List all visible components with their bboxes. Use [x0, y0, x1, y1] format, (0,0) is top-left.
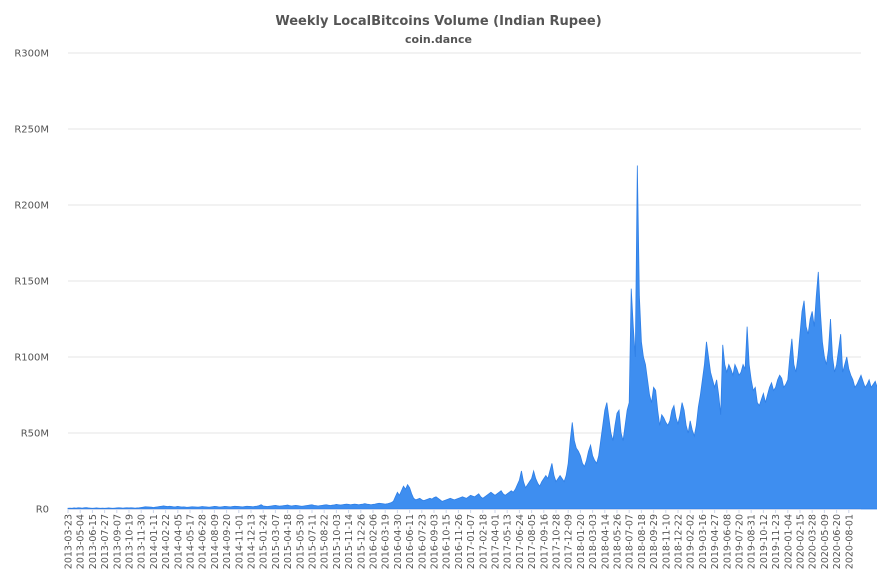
x-tick-label: 2018-05-26 — [613, 514, 624, 569]
x-tick-label: 2018-09-29 — [649, 514, 660, 569]
series-area — [67, 165, 877, 510]
x-tick-label: 2014-04-05 — [173, 514, 184, 569]
x-tick-label: 2018-07-07 — [625, 514, 636, 569]
x-tick-label: 2013-10-19 — [125, 514, 136, 569]
series-area-group — [67, 165, 877, 510]
x-tick-label: 2020-05-09 — [820, 514, 831, 569]
x-tick-label: 2018-12-22 — [674, 514, 685, 569]
y-tick-label: R50M — [21, 429, 49, 440]
x-tick-label: 2019-04-27 — [710, 514, 721, 569]
x-tick-label: 2015-08-22 — [320, 514, 331, 569]
x-tick-label: 2016-09-03 — [430, 514, 441, 569]
x-tick-label: 2019-02-02 — [686, 514, 697, 569]
x-tick-label: 2017-02-18 — [478, 514, 489, 569]
x-tick-label: 2017-08-05 — [527, 514, 538, 569]
x-tick-label: 2019-11-23 — [771, 514, 782, 569]
x-tick-label: 2020-01-04 — [783, 514, 794, 569]
x-tick-label: 2020-02-15 — [796, 514, 807, 569]
x-tick-label: 2017-05-13 — [503, 514, 514, 569]
x-tick-label: 2016-03-19 — [381, 514, 392, 569]
x-tick-label: 2018-04-14 — [600, 514, 611, 569]
x-tick-label: 2016-07-23 — [417, 514, 428, 569]
x-tick-label: 2016-11-26 — [454, 514, 465, 569]
x-tick-label: 2014-11-01 — [234, 514, 245, 569]
x-tick-label: 2017-12-09 — [564, 514, 575, 569]
x-tick-label: 2017-01-07 — [466, 514, 477, 569]
x-tick-label: 2015-05-30 — [295, 514, 306, 569]
x-tick-label: 2015-11-14 — [344, 514, 355, 569]
chart-title: Weekly LocalBitcoins Volume (Indian Rupe… — [275, 14, 602, 29]
x-tick-label: 2014-01-11 — [149, 514, 160, 569]
x-tick-label: 2019-10-12 — [759, 514, 770, 569]
x-tick-label: 2016-10-15 — [442, 514, 453, 569]
x-tick-label: 2014-08-09 — [210, 514, 221, 569]
x-tick-label: 2014-09-20 — [222, 514, 233, 569]
x-tick-label: 2014-02-22 — [161, 514, 172, 569]
y-tick-label: R250M — [14, 125, 49, 136]
y-tick-label: R100M — [14, 353, 49, 364]
x-tick-label: 2018-11-10 — [661, 514, 672, 569]
x-tick-label: 2020-06-20 — [832, 514, 843, 569]
x-tick-label: 2019-06-08 — [722, 514, 733, 569]
chart-subtitle: coin.dance — [405, 33, 472, 46]
x-tick-label: 2017-10-28 — [552, 514, 563, 569]
x-tick-label: 2013-09-07 — [112, 514, 123, 569]
x-tick-label: 2018-08-18 — [637, 514, 648, 569]
x-tick-label: 2014-05-17 — [186, 514, 197, 569]
x-tick-label: 2015-07-11 — [308, 514, 319, 569]
x-tick-label: 2013-03-23 — [64, 514, 75, 569]
x-tick-label: 2013-11-30 — [137, 514, 148, 569]
x-tick-label: 2015-12-26 — [356, 514, 367, 569]
y-tick-label: R300M — [14, 49, 49, 60]
x-tick-label: 2015-01-24 — [259, 514, 270, 569]
x-tick-label: 2014-12-13 — [247, 514, 258, 569]
x-tick-label: 2013-06-15 — [88, 514, 99, 569]
x-tick-label: 2018-01-20 — [576, 514, 587, 569]
x-tick-label: 2019-08-31 — [747, 514, 758, 569]
y-tick-label: R0 — [36, 505, 49, 516]
x-axis: 2013-03-23 2013-05-04 2013-06-15 2013-07-27… — [64, 509, 855, 569]
x-tick-label: 2017-04-01 — [491, 514, 502, 569]
x-tick-label: 2013-07-27 — [100, 514, 111, 569]
x-tick-label: 2020-08-01 — [844, 514, 855, 569]
x-tick-label: 2015-04-18 — [283, 514, 294, 569]
x-tick-label: 2017-06-24 — [515, 514, 526, 569]
x-tick-label: 2013-05-04 — [76, 514, 87, 569]
x-tick-label: 2019-03-16 — [698, 514, 709, 569]
x-tick-label: 2015-03-07 — [271, 514, 282, 569]
x-tick-label: 2020-03-28 — [808, 514, 819, 569]
x-tick-label: 2016-02-06 — [369, 514, 380, 569]
x-tick-label: 2017-09-16 — [539, 514, 550, 569]
x-tick-label: 2019-07-20 — [735, 514, 746, 569]
x-tick-label: 2015-10-03 — [332, 514, 343, 569]
x-tick-label: 2014-06-28 — [198, 514, 209, 569]
y-tick-label: R150M — [14, 277, 49, 288]
x-tick-label: 2016-04-30 — [393, 514, 404, 569]
x-tick-label: 2016-06-11 — [405, 514, 416, 569]
x-tick-label: 2018-03-03 — [588, 514, 599, 569]
y-tick-label: R200M — [14, 201, 49, 212]
y-axis: R0 R50M R100M R150M R200M R250M R300M — [14, 49, 49, 516]
